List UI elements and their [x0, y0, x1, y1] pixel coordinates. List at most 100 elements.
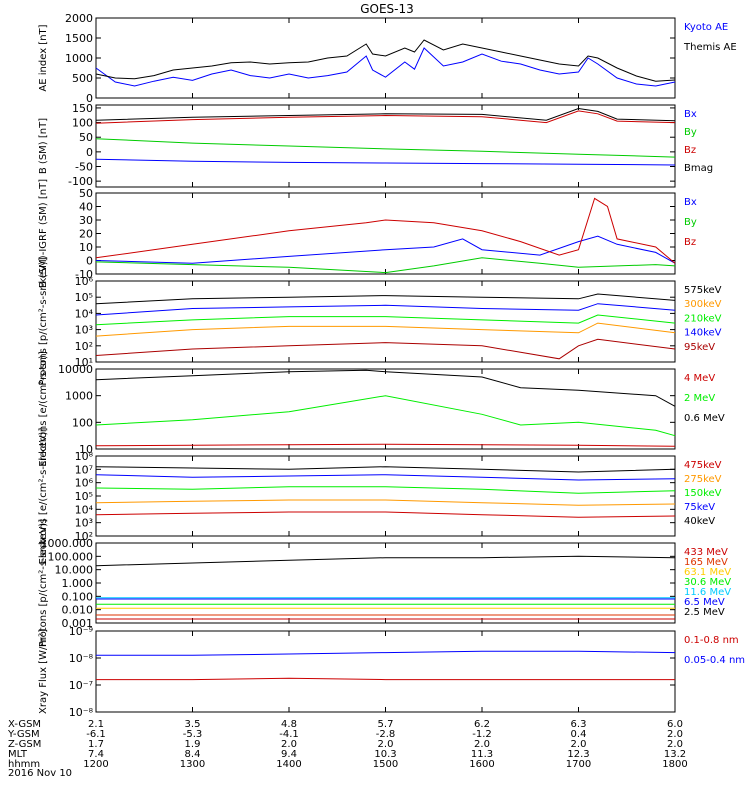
- legend-entry: 63.1 MeV: [684, 567, 731, 578]
- series-line: [95, 314, 676, 326]
- axis-row-value: 4.8: [281, 719, 297, 730]
- axis-row-value: 1300: [180, 759, 205, 770]
- y-axis-label: Protons [p/(cm²-s-sr-keV)]: [38, 519, 49, 647]
- legend-entry: 300keV: [684, 299, 722, 310]
- axis-row-value: 6.3: [571, 719, 587, 730]
- series-line: [95, 499, 676, 506]
- panel-frame: [95, 192, 676, 275]
- panel-frame: [95, 368, 676, 450]
- series-line: [95, 158, 676, 166]
- date-label: 2016 Nov 10: [8, 768, 72, 779]
- legend-entry: 95keV: [684, 342, 715, 353]
- series-line: [95, 107, 676, 122]
- y-axis-label: Electrons [e/(cm²-s-sr)]: [38, 351, 49, 467]
- series-line: [96, 650, 676, 656]
- axis-row-label: Z-GSM: [8, 739, 41, 750]
- axis-row-label: hhmm: [8, 759, 40, 770]
- legend-entry: Bx: [684, 197, 697, 208]
- y-tick-label: 2000: [65, 12, 93, 25]
- legend-entry: By: [684, 217, 697, 228]
- legend-entry: Bx: [684, 109, 697, 120]
- axis-row-value: 13.2: [664, 749, 686, 760]
- y-tick-label: 10000: [58, 363, 93, 376]
- y-tick-label: 10⁻⁸: [69, 706, 94, 719]
- series-line: [95, 395, 676, 437]
- axis-row-value: 1400: [276, 759, 301, 770]
- y-tick-label: 10⁻⁹: [69, 625, 93, 638]
- series-line: [95, 555, 676, 567]
- y-tick-label: 10.000: [55, 564, 94, 577]
- panel-1: 2000 1500 1000 500 0 AE index [nT] Kyoto AE The…: [38, 12, 737, 105]
- y-tick-label: 150: [72, 102, 93, 115]
- axis-row-value: 2.0: [281, 739, 297, 750]
- y-tick-label: 40: [79, 201, 93, 214]
- y-tick-label: 1000.000: [41, 537, 94, 550]
- axis-row-value: 1200: [83, 759, 108, 770]
- legend-entry: Bz: [684, 237, 696, 248]
- y-tick-label: 20: [79, 228, 93, 241]
- axis-row-value: 1500: [373, 759, 398, 770]
- axis-row-label: MLT: [8, 749, 28, 760]
- axis-row-value: 5.7: [378, 719, 394, 730]
- axis-row-label: Y-GSM: [7, 729, 40, 740]
- series-line: [95, 338, 676, 360]
- y-tick-label: 10²: [75, 530, 93, 543]
- y-tick-label: 10⁻⁷: [69, 679, 93, 692]
- series-line: [95, 47, 676, 87]
- series-line: [95, 110, 676, 124]
- series-line: [95, 474, 676, 481]
- y-tick-label: 0.100: [62, 590, 94, 603]
- y-tick-label: 10⁵: [75, 490, 93, 503]
- axis-row-value: 2.1: [88, 719, 104, 730]
- y-tick-label: 10³: [75, 324, 93, 337]
- y-tick-label: 0.010: [62, 604, 94, 617]
- legend-entry: 575keV: [684, 285, 722, 296]
- panel-5: 10000 1000 100 10 Electrons [e/(cm²-s-sr)] 4 …: [38, 351, 725, 467]
- axis-row-value: 2.0: [378, 739, 394, 750]
- legend-entry: 75keV: [684, 502, 715, 513]
- legend-entry: Bz: [684, 145, 696, 156]
- panel-7: 1000.000100.00010.0001.0000.1000.0100.00…: [38, 519, 731, 647]
- y-axis-label: B (SM) [nT]: [38, 118, 49, 174]
- legend-entry: 0.1-0.8 nm: [684, 635, 739, 646]
- series-line: [95, 257, 676, 274]
- axis-row-value: 7.4: [88, 749, 104, 760]
- series-line: [95, 486, 676, 494]
- series-line: [95, 235, 676, 264]
- y-tick-label: 100: [72, 416, 93, 429]
- y-tick-label: 10⁶: [75, 275, 94, 288]
- axis-row-value: 6.0: [667, 719, 683, 730]
- axis-row-value: 8.4: [185, 749, 201, 760]
- y-tick-label: 10⁸: [75, 450, 94, 463]
- y-tick-label: 10: [79, 241, 93, 254]
- y-tick-label: 0.001: [62, 617, 94, 630]
- legend-entry: 30.6 MeV: [684, 577, 731, 588]
- legend-entry: 165 MeV: [684, 557, 728, 568]
- legend-entry: By: [684, 127, 697, 138]
- y-tick-label: 0: [86, 255, 93, 268]
- legend-entry: 275keV: [684, 474, 722, 485]
- legend-entry: 11.6 MeV: [684, 587, 731, 598]
- series-line: [95, 369, 676, 407]
- y-tick-label: 10⁻⁸: [69, 652, 94, 665]
- legend-entry: 4 MeV: [684, 373, 715, 384]
- legend-entry: 150keV: [684, 488, 722, 499]
- y-tick-label: -100: [68, 175, 93, 188]
- legend-entry: Themis AE: [683, 42, 737, 53]
- series-line: [95, 138, 676, 158]
- panel-8: 10⁻⁸ 10⁻⁷ 10⁻⁸ 10⁻⁹ Xray Flux [W/m²] 0.1-0.8 …: [38, 625, 745, 719]
- axis-row-value: 1700: [566, 759, 591, 770]
- axis-row-value: 1.7: [88, 739, 104, 750]
- axis-row-value: 2.0: [571, 739, 587, 750]
- legend-entry: 210keV: [684, 313, 722, 324]
- axis-row-value: 3.5: [185, 719, 201, 730]
- axis-row-value: 1800: [662, 759, 687, 770]
- legend-entry: 40keV: [684, 516, 715, 527]
- y-tick-label: 0: [86, 92, 93, 105]
- panel-4: 10⁶ 10⁵ 10⁴ 10³ 10² 10¹ Protons [p/(cm²-s-sr-k…: [38, 257, 722, 385]
- y-tick-label: 10⁵: [75, 291, 93, 304]
- legend-entry: 140keV: [684, 328, 722, 339]
